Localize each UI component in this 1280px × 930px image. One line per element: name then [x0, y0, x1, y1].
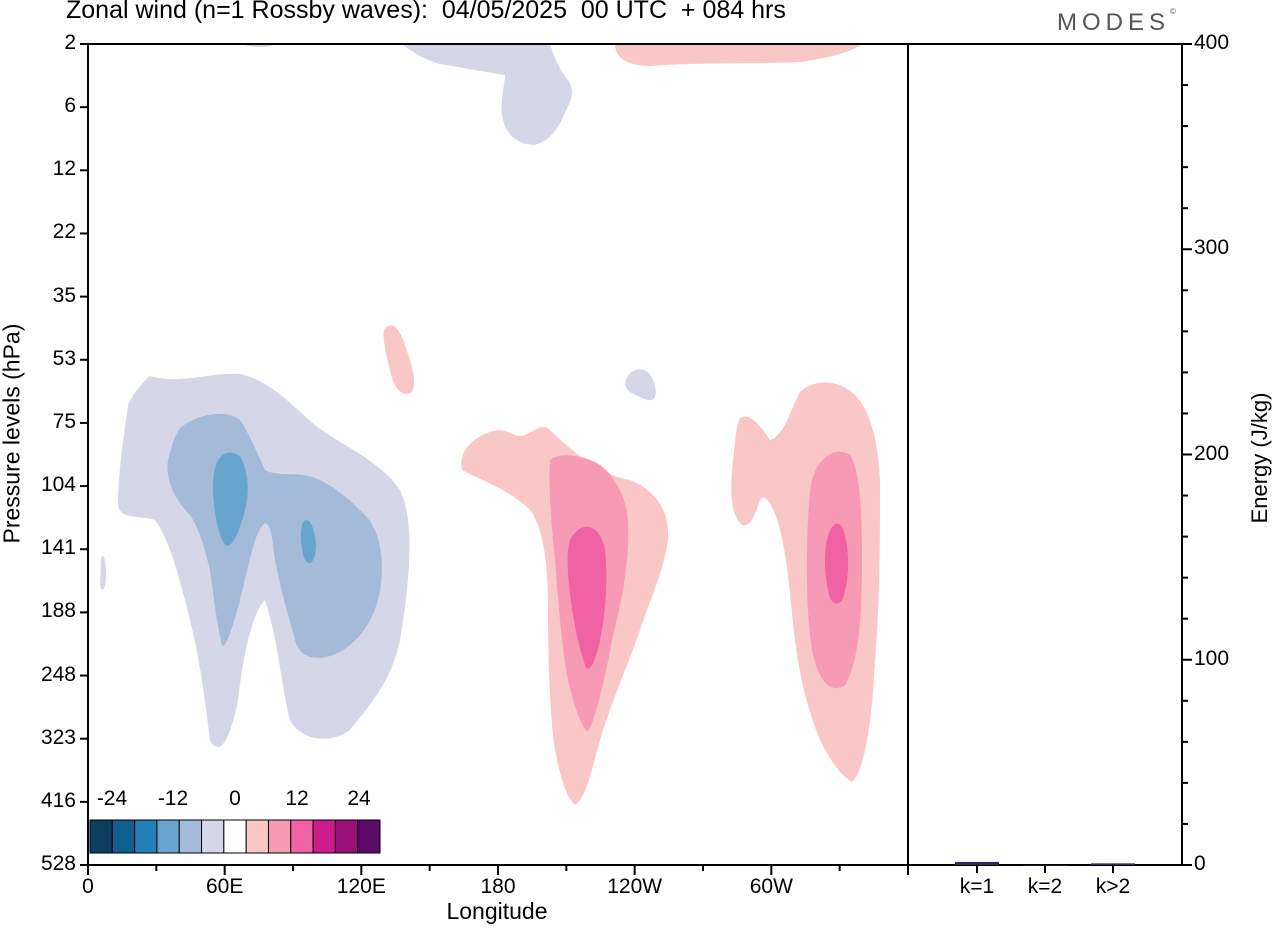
y-tick-label: 248 — [40, 662, 76, 686]
contour-positive-weak — [615, 44, 863, 66]
y-tick-label: 12 — [52, 157, 76, 181]
contour-positive-weak — [383, 325, 415, 395]
colorbar-swatch — [201, 819, 225, 854]
energy-bar — [955, 861, 999, 865]
energy-axis-label: Energy (J/kg) — [1247, 392, 1272, 524]
y-tick-label: 53 — [52, 346, 76, 370]
colorbar-label: 0 — [229, 787, 241, 810]
logo-text: MODES — [1057, 9, 1171, 36]
colorbar-label: 24 — [347, 787, 371, 810]
x-tick-label: 0 — [82, 875, 94, 898]
contour-positive-strong — [824, 523, 849, 604]
colorbar-swatch — [223, 819, 247, 854]
energy-bar — [1091, 863, 1135, 865]
contour-positive-strong — [567, 526, 607, 669]
colorbar-swatch — [134, 819, 158, 854]
energy-bars — [955, 861, 1135, 866]
contour-negative-weak — [402, 44, 572, 145]
colorbar-swatch — [334, 819, 359, 854]
modes-logo: MODES© — [1057, 7, 1176, 37]
contour-negative-strong — [213, 452, 248, 546]
colorbar-swatch — [156, 819, 180, 854]
x-tick-label: 60W — [749, 875, 793, 898]
colorbar-swatch — [312, 819, 336, 854]
colorbar-label: -12 — [157, 787, 189, 810]
y-tick-label: 416 — [40, 788, 76, 812]
x-axis-label: Longitude — [446, 898, 548, 924]
y-tick-label: 6 — [64, 94, 76, 118]
contour-negative-weak — [100, 555, 106, 590]
x-tick-label: 180 — [480, 875, 516, 898]
colorbar-swatch — [357, 819, 381, 854]
y-tick-label: 35 — [52, 283, 76, 307]
y-axis-label: Pressure levels (hPa) — [0, 323, 25, 544]
y-tick-label: 22 — [52, 220, 76, 244]
colorbar-swatch — [178, 819, 203, 854]
energy-tick-label: 300 — [1194, 236, 1230, 260]
y-axis-ticks — [80, 43, 88, 866]
y-tick-label: 75 — [52, 409, 76, 433]
energy-tick-label: 400 — [1194, 31, 1230, 54]
x-tick-label: 120W — [607, 875, 663, 898]
y-tick-label: 104 — [40, 473, 76, 497]
contour-negative-weak — [625, 369, 656, 401]
x-tick-label: 120E — [336, 875, 386, 898]
wavenumber-label: k=2 — [1027, 875, 1063, 898]
colorbar-swatch — [89, 819, 113, 854]
logo-mark: © — [1170, 7, 1176, 16]
colorbar-swatch — [290, 819, 314, 854]
wavenumber-label: k>2 — [1095, 875, 1131, 898]
colorbar-label: 12 — [285, 787, 309, 810]
energy-tick-label: 0 — [1194, 852, 1206, 875]
colorbar-swatch — [111, 819, 136, 854]
y-tick-label: 528 — [40, 852, 76, 875]
energy-bar — [1023, 865, 1067, 866]
y-tick-label: 323 — [40, 725, 76, 749]
x-axis-ticks — [87, 865, 1114, 875]
colorbar-label: -24 — [96, 787, 128, 810]
contour-field — [100, 44, 880, 805]
x-tick-label: 60E — [205, 875, 244, 898]
y-tick-label: 2 — [64, 31, 76, 54]
colorbar-swatch — [245, 819, 269, 854]
y-tick-label: 141 — [40, 536, 76, 560]
chart-title: Zonal wind (n=1 Rossby waves): 04/05/202… — [66, 0, 786, 24]
energy-axis-ticks — [1182, 43, 1192, 866]
y-tick-label: 188 — [40, 599, 76, 623]
contour-negative-strong — [300, 520, 316, 564]
colorbar — [89, 819, 381, 854]
colorbar-swatch — [267, 819, 292, 854]
energy-tick-label: 100 — [1194, 646, 1230, 670]
wavenumber-label: k=1 — [959, 875, 995, 898]
energy-tick-label: 200 — [1194, 441, 1230, 465]
